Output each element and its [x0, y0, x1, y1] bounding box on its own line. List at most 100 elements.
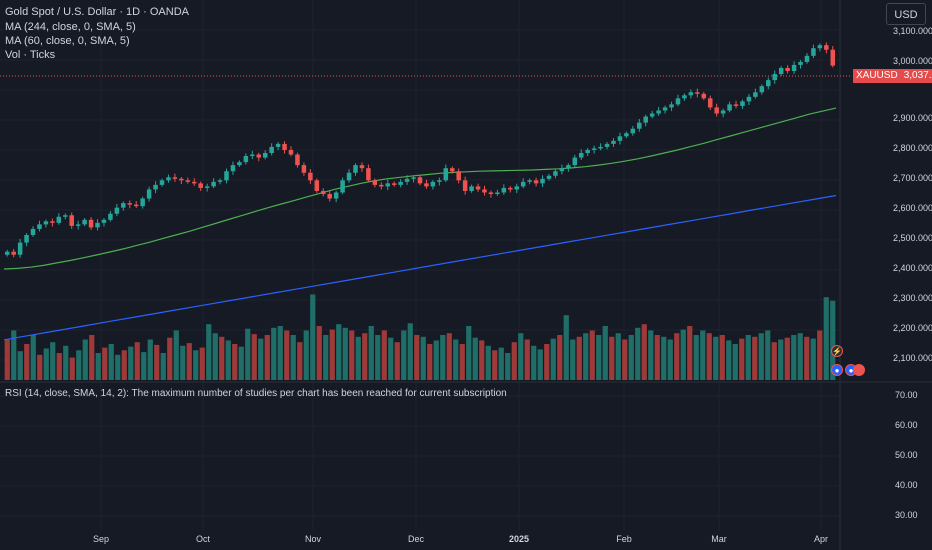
rsi-axis-label: 40.00	[895, 480, 918, 490]
volume-bar	[362, 333, 368, 380]
volume-bar	[297, 342, 303, 380]
volume-bar	[797, 333, 803, 380]
candle-body	[675, 98, 681, 105]
candle-body	[772, 74, 777, 81]
volume-bar	[4, 339, 10, 380]
volume-bar	[531, 345, 537, 380]
time-axis-label: Oct	[195, 534, 211, 544]
volume-bar	[765, 330, 771, 380]
time-axis-label: Feb	[616, 534, 632, 544]
volume-bar	[336, 324, 342, 380]
volume-bar	[310, 294, 316, 380]
candle-body	[669, 104, 674, 108]
volume-bar	[830, 300, 836, 380]
candle-body	[643, 116, 648, 123]
volume-bar	[596, 335, 602, 380]
volume-bar	[394, 342, 400, 380]
volume-bar	[24, 344, 30, 380]
candle-body	[443, 168, 449, 181]
candle-body	[482, 189, 487, 193]
candle-body	[24, 235, 29, 243]
candle-body	[578, 153, 584, 158]
volume-bar	[414, 335, 420, 380]
volume-bar	[453, 339, 459, 380]
volume-bar	[446, 333, 452, 380]
price-axis-label: 2,900.000	[893, 113, 932, 123]
volume-bar	[628, 335, 634, 380]
volume-bar	[50, 342, 56, 380]
lightning-icon[interactable]: ⚡	[831, 345, 843, 357]
candle-body	[759, 86, 765, 93]
us-flag-icon[interactable]: ●	[831, 364, 843, 376]
candle-body	[95, 222, 100, 228]
volume-bar	[355, 336, 361, 380]
candle-body	[520, 181, 526, 187]
candle-body	[114, 207, 120, 214]
volume-bar	[407, 323, 413, 380]
volume-bar	[147, 339, 153, 380]
candle-body	[327, 194, 332, 199]
candle-body	[250, 154, 255, 157]
ma-60-legend[interactable]: MA (60, close, 0, SMA, 5)	[5, 35, 130, 47]
rsi-axis-label: 70.00	[895, 390, 918, 400]
candle-body	[662, 107, 668, 111]
volume-bar	[349, 330, 355, 380]
price-axis-label: 2,300.000	[893, 293, 932, 303]
candle-body	[366, 168, 371, 181]
symbol-title[interactable]: Gold Spot / U.S. Dollar · 1D · OANDA	[5, 6, 189, 18]
candle-body	[288, 149, 294, 155]
candle-body	[127, 203, 133, 205]
candle-body	[604, 143, 610, 147]
candle-body	[269, 146, 274, 153]
candle-body	[404, 178, 410, 182]
rsi-axis-label: 30.00	[895, 510, 918, 520]
candle-body	[701, 93, 707, 99]
volume-bar	[232, 344, 238, 380]
volume-bar	[17, 351, 23, 380]
candle-body	[798, 61, 803, 65]
candle-body	[282, 143, 287, 150]
event-marker-icon[interactable]	[853, 364, 865, 376]
candle-body	[69, 215, 74, 226]
candle-body	[379, 184, 384, 187]
volume-bar	[134, 342, 140, 380]
candle-body	[778, 67, 784, 75]
volume-bar	[258, 338, 264, 380]
volume-bar	[420, 336, 426, 380]
volume-bar	[193, 350, 199, 380]
volume-bar	[524, 339, 530, 380]
volume-bar	[570, 339, 576, 380]
candle-body	[707, 98, 713, 108]
candle-body	[75, 224, 81, 226]
volume-bar	[511, 342, 517, 380]
candle-body	[50, 221, 55, 223]
candle-body	[637, 122, 642, 129]
volume-legend[interactable]: Vol · Ticks	[5, 49, 56, 61]
candle-body	[204, 186, 210, 188]
volume-bars	[4, 294, 836, 380]
candle-body	[424, 183, 429, 187]
volume-bar	[622, 339, 628, 380]
candle-body	[785, 67, 790, 71]
candle-body	[598, 146, 603, 149]
volume-bar	[342, 327, 348, 380]
candle-body	[656, 110, 661, 114]
price-axis-label: 2,800.000	[893, 143, 932, 153]
candle-body	[340, 180, 345, 193]
currency-button[interactable]: USD	[886, 3, 926, 25]
candle-body	[198, 183, 203, 188]
price-axis-label: 3,100.000	[893, 26, 932, 36]
volume-bar	[121, 350, 127, 380]
volume-bar	[199, 347, 205, 380]
time-axis-label: Nov	[304, 534, 322, 544]
candle-body	[469, 186, 474, 191]
ma-244-legend[interactable]: MA (244, close, 0, SMA, 5)	[5, 21, 136, 33]
volume-bar	[212, 333, 218, 380]
time-axis-label: Apr	[813, 534, 829, 544]
volume-bar	[368, 326, 374, 380]
volume-bar	[472, 337, 478, 380]
volume-bar	[563, 315, 569, 380]
candle-body	[495, 192, 500, 194]
volume-bar	[648, 330, 654, 380]
